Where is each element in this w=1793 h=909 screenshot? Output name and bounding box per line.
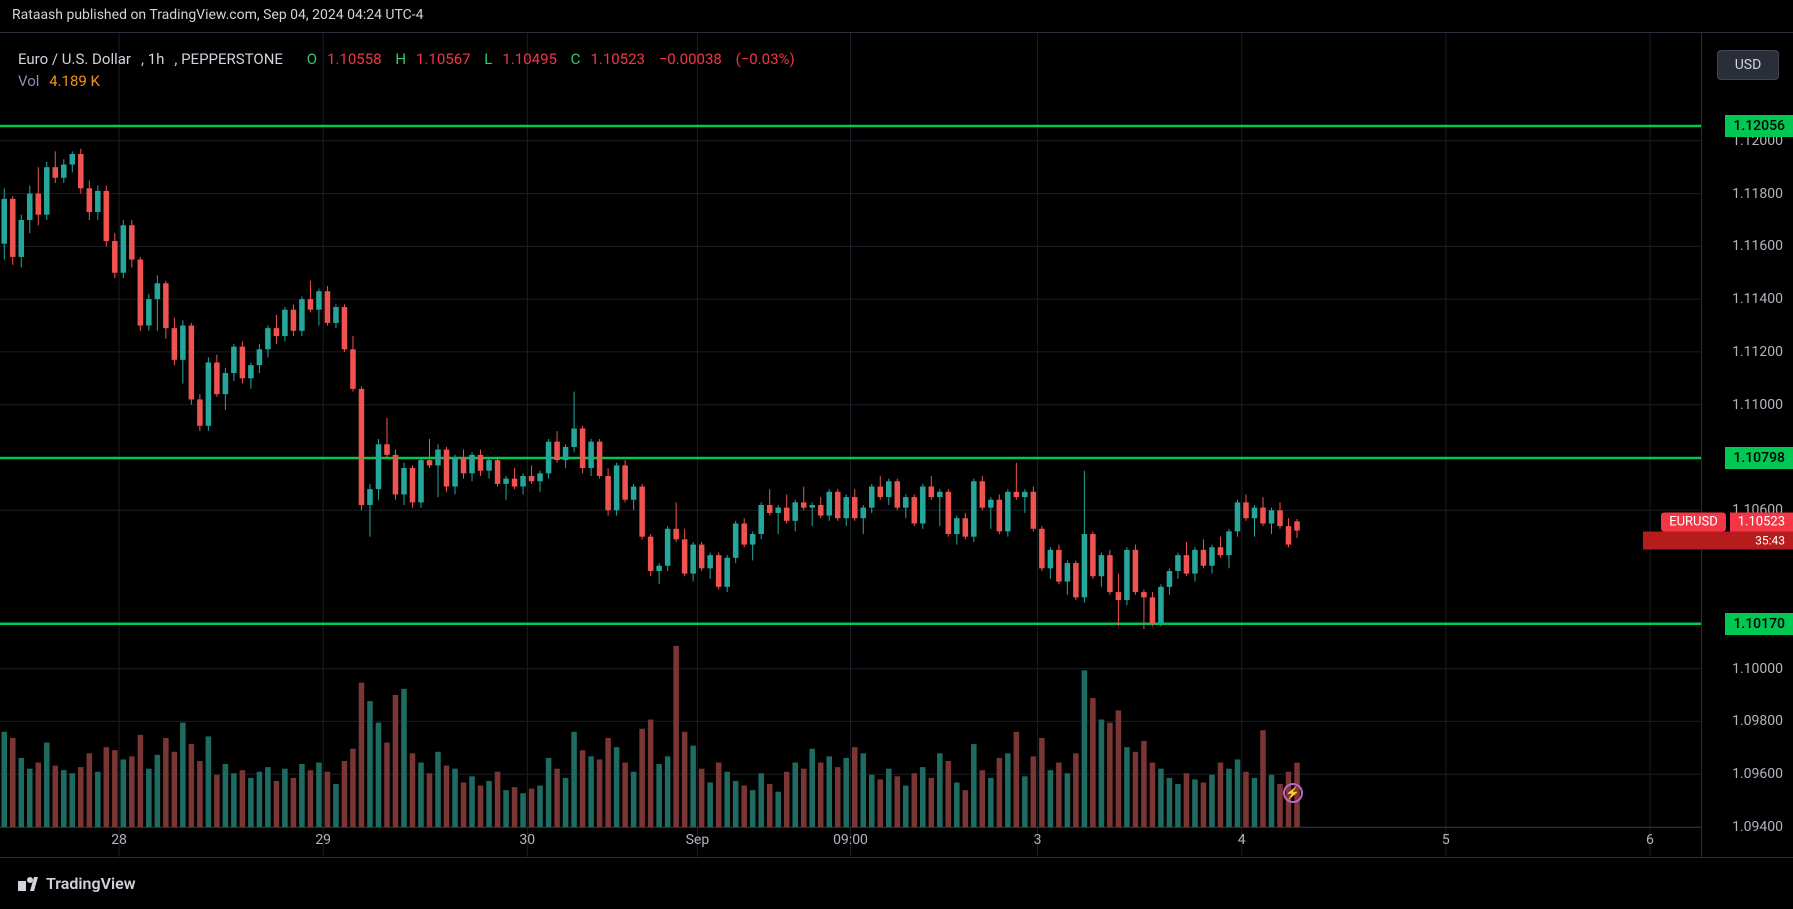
x-tick: 09:00	[833, 832, 868, 848]
x-axis[interactable]: 28 29 30 Sep 09:00 3 4 5 6	[0, 827, 1701, 857]
y-tick: 1.10000	[1732, 661, 1783, 677]
chart-pane[interactable]: Euro / U.S. Dollar, 1h, PEPPERSTONE O 1.1…	[0, 33, 1701, 857]
brand-footer: TradingView	[0, 857, 1793, 909]
x-tick: 30	[519, 832, 535, 848]
legend-open-value: 1.10558	[327, 50, 382, 68]
legend-vol-label: Vol	[18, 72, 39, 90]
currency-button[interactable]: USD	[1717, 50, 1779, 80]
chart-legend: Euro / U.S. Dollar, 1h, PEPPERSTONE O 1.1…	[18, 49, 805, 93]
publish-text: Rataash published on TradingView.com, Se…	[12, 7, 424, 23]
flash-icon[interactable]: ⚡	[1283, 783, 1303, 803]
x-tick: 4	[1238, 832, 1246, 848]
x-tick: 6	[1646, 832, 1654, 848]
legend-low-value: 1.10495	[502, 50, 557, 68]
hline-price-label: 1.10798	[1725, 447, 1793, 469]
legend-low-label: L	[484, 50, 492, 68]
y-tick: 1.09800	[1732, 713, 1783, 729]
legend-vol-value: 4.189 K	[49, 72, 100, 90]
x-tick: 28	[111, 832, 127, 848]
chart-canvas[interactable]	[0, 33, 1701, 857]
chart-area: Euro / U.S. Dollar, 1h, PEPPERSTONE O 1.1…	[0, 33, 1793, 857]
current-price-badge: EURUSD1.1052335:43	[1643, 512, 1793, 549]
currency-label: USD	[1735, 57, 1762, 73]
legend-open-label: O	[307, 50, 317, 68]
y-tick: 1.11400	[1732, 291, 1783, 307]
legend-high-label: H	[395, 50, 406, 68]
x-tick: 29	[315, 832, 331, 848]
legend-high-value: 1.10567	[416, 50, 471, 68]
y-tick: 1.11800	[1732, 186, 1783, 202]
y-tick: 1.11200	[1732, 344, 1783, 360]
publish-info: Rataash published on TradingView.com, Se…	[0, 0, 1793, 33]
legend-close-label: C	[571, 50, 581, 68]
legend-symbol: Euro / U.S. Dollar, 1h, PEPPERSTONE	[18, 50, 297, 68]
y-axis[interactable]: 1.120001.118001.116001.114001.112001.110…	[1701, 33, 1793, 857]
price-value: 1.10523	[1730, 512, 1793, 531]
brand-text: TradingView	[46, 874, 136, 893]
hline-price-label: 1.12056	[1725, 115, 1793, 137]
legend-close-value: 1.10523	[590, 50, 645, 68]
legend-change: −0.00038	[659, 50, 722, 68]
x-tick: Sep	[686, 832, 710, 848]
x-tick: 5	[1442, 832, 1450, 848]
price-symbol: EURUSD	[1661, 512, 1726, 531]
legend-change-pct: (−0.03%)	[736, 50, 795, 68]
tradingview-logo-icon	[18, 877, 38, 891]
price-countdown: 35:43	[1643, 531, 1793, 549]
y-tick: 1.09400	[1732, 819, 1783, 835]
y-tick: 1.11600	[1732, 238, 1783, 254]
y-tick: 1.11000	[1732, 397, 1783, 413]
x-tick: 3	[1034, 832, 1042, 848]
hline-price-label: 1.10170	[1725, 613, 1793, 635]
y-tick: 1.09600	[1732, 766, 1783, 782]
